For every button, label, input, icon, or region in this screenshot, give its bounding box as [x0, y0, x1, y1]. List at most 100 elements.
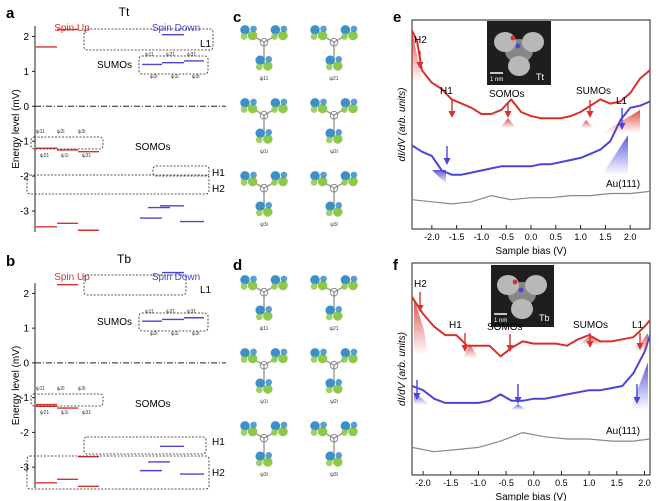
y-axis-label: Energy level (mV)	[11, 89, 22, 168]
x-tick-label: 0.5	[555, 478, 568, 488]
lobe	[310, 171, 320, 181]
spectra-plot-f: -2.0 -1.5 -1.0 -0.5 0.0 0.5 1.0 1.5 2.0 Sample bi…	[397, 262, 651, 501]
lobe	[341, 33, 348, 40]
lobe	[325, 459, 333, 467]
lobe	[255, 55, 265, 65]
label-SUMOs: SUMOs	[97, 60, 132, 71]
orbital-label: ψ3i	[192, 74, 199, 80]
lobe	[263, 384, 273, 394]
panel-letter-b: b	[6, 253, 15, 270]
core-ring	[329, 37, 339, 47]
core-ring	[259, 37, 269, 47]
orbital-label: ψ21	[40, 410, 49, 416]
box-SUMOs	[138, 312, 209, 332]
lobe	[247, 426, 258, 437]
lobe	[255, 201, 265, 211]
lobe	[250, 98, 257, 106]
lobe	[310, 106, 318, 113]
peak-shading	[510, 404, 526, 410]
peak-shading	[634, 333, 648, 352]
lobe	[317, 426, 328, 437]
orbital-grid-c: ψ11 ψ21 ψ1i ψ2i ψ3i ψ3l	[240, 25, 358, 228]
lobe	[335, 201, 343, 209]
lobe	[348, 426, 358, 437]
core-ring	[329, 360, 339, 370]
orbital-label: ψ3i	[78, 386, 85, 392]
box-H1	[83, 436, 207, 455]
x-tick-label: 2.0	[638, 478, 651, 488]
label-H1: H1	[440, 86, 453, 97]
spin-up-label: Spin Up	[54, 23, 90, 34]
label-SUMOs: SUMOs	[576, 86, 611, 97]
orbital-label: ψ1i	[260, 149, 267, 155]
orbital-label: ψ11	[260, 76, 269, 82]
lobe	[280, 275, 288, 283]
lobe	[247, 176, 258, 187]
lobe	[348, 280, 358, 291]
spin-up-label: Spin Up	[54, 272, 90, 283]
orbital-molecule	[310, 25, 358, 71]
lobe	[340, 98, 351, 108]
x-tick-label: 0.0	[525, 232, 538, 242]
lobe	[250, 25, 257, 33]
y-tick-label: 1	[23, 67, 29, 78]
lobe	[348, 176, 358, 187]
lobe	[263, 207, 273, 217]
box-H2	[26, 174, 210, 195]
lobe	[317, 280, 328, 291]
core-ring	[329, 110, 339, 120]
lobe	[270, 171, 281, 181]
energy-level-plot-b: 2 1 0 -1 -2 -3 Energy level (mV)	[11, 271, 226, 490]
orbital-label: ψ31	[187, 52, 196, 58]
label-L1: L1	[200, 39, 212, 50]
lobe	[247, 103, 258, 114]
energy-level-plot-a: 2 1 0 -1 -2 -3 Energy level (mV)	[11, 26, 226, 232]
y-tick-label: -1	[20, 393, 29, 404]
lobe	[240, 275, 250, 285]
lobe	[240, 106, 248, 113]
box-L1	[83, 28, 214, 51]
lobe	[240, 348, 250, 358]
lobe	[310, 275, 320, 285]
orbital-label: ψ21	[166, 309, 175, 315]
orbital-label: ψ11	[145, 309, 154, 315]
lobe	[271, 33, 278, 40]
label-H1: H1	[449, 320, 462, 331]
box-SOMOs	[30, 136, 104, 150]
orbital-label: ψ2i	[150, 74, 157, 80]
arrow-head	[504, 111, 512, 118]
lobe	[240, 171, 250, 181]
lobe	[333, 457, 343, 467]
spin-down-label: Spin Down	[152, 272, 200, 283]
lobe	[310, 356, 318, 363]
lobe	[320, 348, 327, 356]
peak-shading	[432, 170, 446, 184]
orbital-molecule	[310, 421, 358, 467]
lobe	[340, 275, 351, 285]
lobe	[320, 171, 327, 179]
lobe	[255, 63, 263, 71]
panel-letter-e: e	[393, 9, 401, 26]
lobe	[335, 451, 343, 459]
orbital-label: ψ2i	[57, 386, 64, 392]
lobe	[263, 457, 273, 467]
lobe	[270, 275, 281, 285]
lobe	[265, 305, 273, 313]
orbital-molecule	[310, 171, 358, 217]
tip-position-red	[512, 279, 518, 285]
y-tick-label: -3	[20, 463, 29, 474]
lobe	[348, 103, 358, 114]
x-tick-label: -2.0	[424, 232, 440, 242]
arrow-head	[448, 111, 456, 118]
lobe	[350, 25, 358, 33]
x-tick-label: -1.5	[449, 232, 465, 242]
peak-shading	[580, 120, 594, 128]
label-L1: L1	[632, 320, 644, 331]
x-tick-label: -1.5	[443, 478, 459, 488]
lobe	[250, 171, 257, 179]
lobe	[263, 61, 273, 71]
lobe	[247, 280, 258, 291]
lobe	[310, 429, 318, 436]
y-tick-label: 2	[23, 32, 29, 43]
